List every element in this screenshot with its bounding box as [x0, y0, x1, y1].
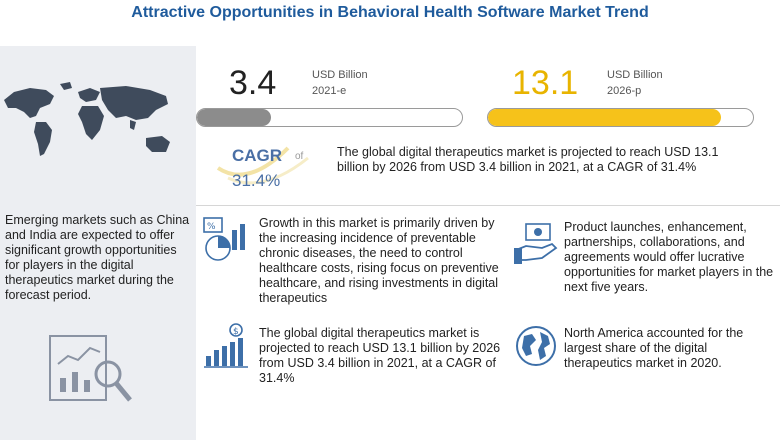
bar-2021-fill	[197, 109, 272, 126]
page-title: Attractive Opportunities in Behavioral H…	[131, 4, 649, 21]
cagr-value: 31.4%	[232, 171, 281, 190]
year-2026: 2026-p	[607, 85, 642, 97]
money-hand-icon	[514, 223, 558, 264]
north-america-text: North America accounted for the largest …	[564, 326, 744, 370]
bar-2021	[196, 108, 463, 127]
value-2021: 3.4	[229, 64, 277, 102]
bar-2026	[487, 108, 754, 127]
analytics-report-icon	[49, 335, 132, 402]
cagr-label: CAGR	[232, 146, 283, 165]
divider	[196, 205, 780, 206]
product-launches-text: Product launches, enhancement, partnersh…	[564, 220, 774, 294]
swirl-decoration-icon	[216, 146, 309, 185]
growth-chart-icon: %	[203, 217, 245, 261]
year-2021: 2021-e	[312, 85, 347, 97]
growth-drivers-text: Growth in this market is primarily drive…	[259, 216, 499, 305]
value-2026: 13.1	[512, 64, 579, 102]
bar-chart-dollar-icon: $	[204, 323, 248, 368]
unit-2026: USD Billion	[607, 69, 663, 81]
svg-text:%: %	[207, 222, 216, 232]
world-map-icon	[4, 82, 170, 156]
svg-text:$: $	[233, 327, 239, 337]
emerging-markets-text: Emerging markets such as China and India…	[5, 213, 190, 302]
summary-text: The global digital therapeutics market i…	[337, 145, 719, 174]
market-projection-text: The global digital therapeutics market i…	[259, 326, 501, 385]
globe-icon	[516, 326, 556, 366]
cagr-of: of	[295, 151, 304, 162]
unit-2021: USD Billion	[312, 69, 368, 81]
bar-2026-fill	[488, 109, 722, 126]
